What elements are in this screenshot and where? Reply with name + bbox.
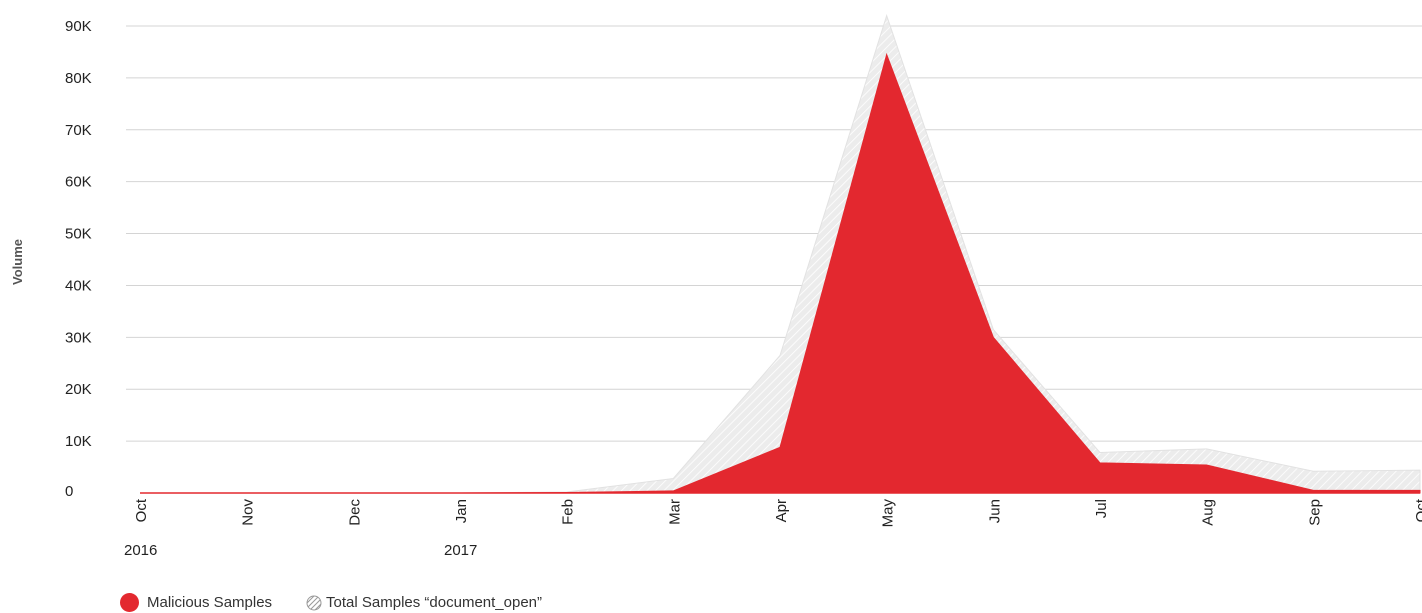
y-tick-label: 40K	[65, 277, 92, 294]
x-tick-label: Aug	[1200, 499, 1217, 526]
y-tick-label: 80K	[65, 70, 92, 87]
y-tick-label: 0	[65, 483, 73, 500]
x-year-label: 2017	[444, 542, 477, 559]
malicious-swatch-icon	[120, 593, 139, 612]
x-tick-label: Jul	[1093, 499, 1110, 518]
x-tick-label: Oct	[133, 498, 150, 522]
x-year-label: 2016	[124, 542, 157, 559]
x-tick-label: Sep	[1306, 499, 1323, 526]
y-tick-label: 10K	[65, 433, 92, 450]
gridlines	[126, 25, 1422, 442]
x-tick-label: Oct	[1413, 498, 1422, 522]
y-tick-label: 60K	[65, 174, 92, 191]
x-tick-label: Nov	[240, 499, 257, 526]
y-axis-label: Volume	[10, 239, 25, 285]
hatched-swatch-icon	[306, 595, 322, 610]
x-axis-ticks: Oct Nov Dec Jan Feb Mar Apr May Jun Jul Aug Sep Oct 2…	[124, 498, 1422, 559]
x-tick-label: May	[880, 499, 897, 528]
x-tick-label: Apr	[773, 499, 790, 522]
x-tick-label: Mar	[666, 499, 683, 525]
legend-label-malicious: Malicious Samples	[147, 594, 273, 611]
series-total-area	[140, 14, 1421, 494]
y-tick-label: 20K	[65, 381, 92, 398]
y-tick-label: 70K	[65, 122, 92, 139]
y-tick-label: 90K	[65, 18, 92, 35]
x-tick-label: Jan	[453, 499, 470, 523]
volume-area-chart: 0 10K 20K 30K 40K 50K 60K 70K 80K 90K Oct Nov Dec Ja…	[10, 14, 1422, 559]
y-tick-label: 50K	[65, 226, 92, 243]
legend-item-malicious: Malicious Samples	[120, 593, 272, 612]
series-areas	[140, 14, 1421, 494]
legend-item-total: Total Samples “document_open”	[306, 594, 542, 611]
y-axis-ticks: 0 10K 20K 30K 40K 50K 60K 70K 80K 90K	[65, 18, 92, 500]
legend: Malicious Samples Total Samples “documen…	[120, 593, 576, 612]
y-tick-label: 30K	[65, 329, 92, 346]
x-tick-label: Feb	[560, 499, 577, 525]
x-tick-label: Dec	[346, 499, 363, 526]
legend-label-total: Total Samples “document_open”	[326, 594, 543, 611]
x-tick-label: Jun	[986, 499, 1003, 523]
